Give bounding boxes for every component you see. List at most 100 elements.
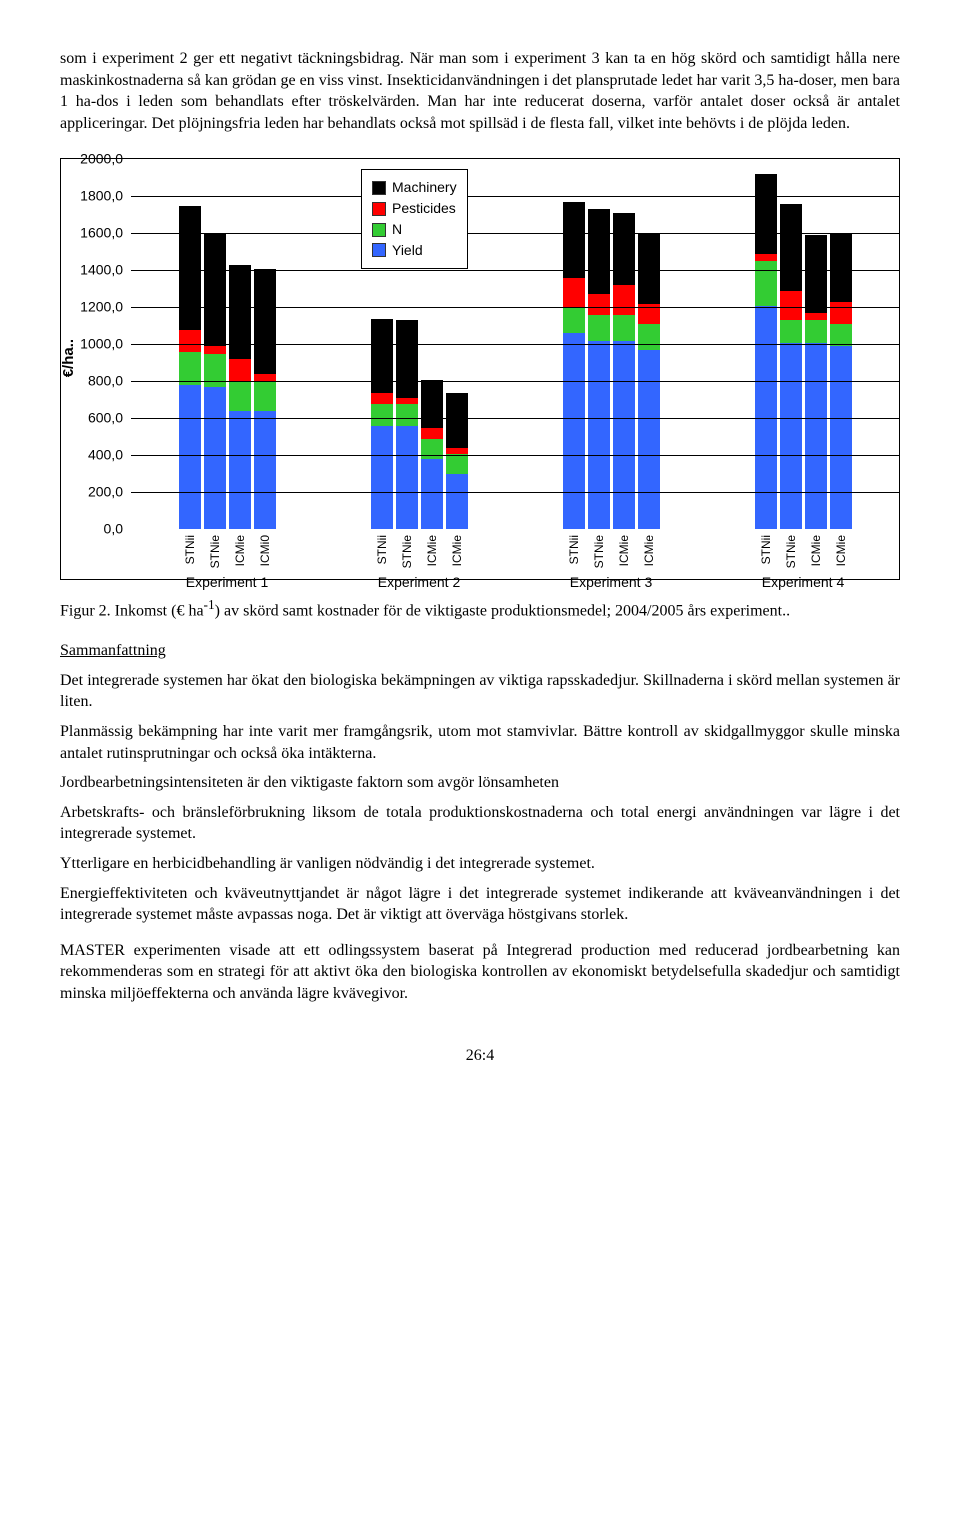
bar-segment-n <box>588 315 610 341</box>
bar-segment-yield <box>780 343 802 530</box>
y-tick-label: 2000,0 <box>80 150 131 169</box>
bar-segment-n <box>563 307 585 333</box>
bar-category-label: STNii <box>757 535 773 564</box>
bar-category-label: ICMie <box>807 535 823 566</box>
bar-category-label: STNie <box>398 535 414 568</box>
legend-item: N <box>372 220 457 239</box>
legend-swatch <box>372 181 386 195</box>
caption-text-b: ) av skörd samt kostnader för de viktiga… <box>215 603 790 620</box>
stacked-bar: STNii <box>563 202 585 529</box>
bar-segment-yield <box>805 343 827 530</box>
bar-segment-machinery <box>179 206 201 330</box>
bar-segment-yield <box>254 411 276 529</box>
y-tick-label: 1000,0 <box>80 335 131 354</box>
y-tick-label: 400,0 <box>88 446 131 465</box>
y-tick-label: 1600,0 <box>80 224 131 243</box>
bar-segment-machinery <box>755 174 777 254</box>
bar-segment-machinery <box>613 213 635 285</box>
bar-segment-pesticides <box>588 294 610 314</box>
summary-item: Planmässig bekämpning har inte varit mer… <box>60 721 900 764</box>
bar-segment-machinery <box>421 380 443 428</box>
bar-segment-pesticides <box>830 302 852 324</box>
summary-item: Jordbearbetningsintensiteten är den vikt… <box>60 772 900 794</box>
bar-segment-yield <box>204 387 226 529</box>
bar-category-label: ICMie <box>615 535 631 566</box>
y-tick-label: 1400,0 <box>80 261 131 280</box>
caption-text-a: Figur 2. Inkomst (€ ha <box>60 603 204 620</box>
y-tick-label: 1800,0 <box>80 187 131 206</box>
bar-segment-n <box>371 404 393 426</box>
bar-segment-yield <box>638 350 660 529</box>
summary-item: Energieffektiviteten och kväveutnyttjand… <box>60 883 900 926</box>
legend-label: Yield <box>392 241 423 260</box>
bar-segment-machinery <box>396 320 418 398</box>
bar-category-label: ICMie <box>423 535 439 566</box>
bar-segment-machinery <box>805 235 827 313</box>
legend-swatch <box>372 243 386 257</box>
bar-segment-yield <box>830 346 852 529</box>
bar-segment-yield <box>421 459 443 529</box>
intro-paragraph: som i experiment 2 ger ett negativt täck… <box>60 48 900 134</box>
bar-segment-n <box>396 404 418 426</box>
bar-category-label: STNie <box>782 535 798 568</box>
legend-item: Yield <box>372 241 457 260</box>
stacked-bar: STNii <box>179 206 201 530</box>
bar-segment-pesticides <box>780 291 802 321</box>
summary-item: Ytterligare en herbicidbehandling är van… <box>60 853 900 875</box>
bar-segment-yield <box>446 474 468 529</box>
plot-area: MachineryPesticidesNYield STNiiSTNieICMi… <box>131 159 899 529</box>
bar-category-label: ICMie <box>640 535 656 566</box>
summary-heading-line: Sammanfattning <box>60 640 900 662</box>
summary-heading: Sammanfattning <box>60 642 166 659</box>
y-tick-label: 1200,0 <box>80 298 131 317</box>
legend-label: Machinery <box>392 178 457 197</box>
stacked-bar: ICMie <box>613 213 635 529</box>
legend-label: Pesticides <box>392 199 456 218</box>
bar-segment-yield <box>396 426 418 530</box>
stacked-bar: ICMie <box>446 392 468 529</box>
chart-frame: €/ha.. MachineryPesticidesNYield STNiiST… <box>60 158 900 580</box>
legend-swatch <box>372 223 386 237</box>
legend-label: N <box>392 220 402 239</box>
bar-category-label: ICMie <box>448 535 464 566</box>
stacked-bar: STNie <box>780 204 802 530</box>
bar-segment-machinery <box>446 393 468 448</box>
bar-segment-yield <box>588 341 610 530</box>
bar-segment-pesticides <box>371 393 393 404</box>
bar-segment-pesticides <box>179 330 201 352</box>
stacked-bar: STNii <box>755 174 777 529</box>
bar-category-label: ICMie <box>832 535 848 566</box>
group-label: Experiment 3 <box>515 573 707 592</box>
bar-category-label: STNii <box>565 535 581 564</box>
bar-segment-machinery <box>638 233 660 303</box>
bar-segment-yield <box>229 411 251 529</box>
bar-segment-n <box>613 315 635 341</box>
bar-segment-pesticides <box>755 254 777 261</box>
bar-segment-yield <box>613 341 635 530</box>
bar-category-label: ICMie <box>231 535 247 566</box>
stacked-bar: STNie <box>396 320 418 529</box>
bar-segment-machinery <box>780 204 802 291</box>
page-number: 26:4 <box>60 1045 900 1067</box>
bar-segment-yield <box>563 333 585 529</box>
bar-category-label: STNie <box>590 535 606 568</box>
group-label: Experiment 4 <box>707 573 899 592</box>
figure-2-chart: €/ha.. MachineryPesticidesNYield STNiiST… <box>60 158 900 580</box>
closing-paragraph: MASTER experimenten visade att ett odlin… <box>60 940 900 1005</box>
legend-item: Pesticides <box>372 199 457 218</box>
bar-segment-n <box>780 320 802 342</box>
bar-segment-yield <box>179 385 201 529</box>
legend-item: Machinery <box>372 178 457 197</box>
bar-segment-pesticides <box>254 374 276 381</box>
bar-segment-machinery <box>563 202 585 278</box>
group-label: Experiment 2 <box>323 573 515 592</box>
bar-segment-machinery <box>204 233 226 346</box>
bar-segment-n <box>830 324 852 346</box>
bar-segment-pesticides <box>805 313 827 320</box>
bar-segment-pesticides <box>229 359 251 381</box>
summary-item: Det integrerade systemen har ökat den bi… <box>60 670 900 713</box>
bar-category-label: ICMi0 <box>256 535 272 566</box>
bar-segment-n <box>446 454 468 474</box>
bar-segment-n <box>805 320 827 342</box>
bar-segment-n <box>179 352 201 385</box>
